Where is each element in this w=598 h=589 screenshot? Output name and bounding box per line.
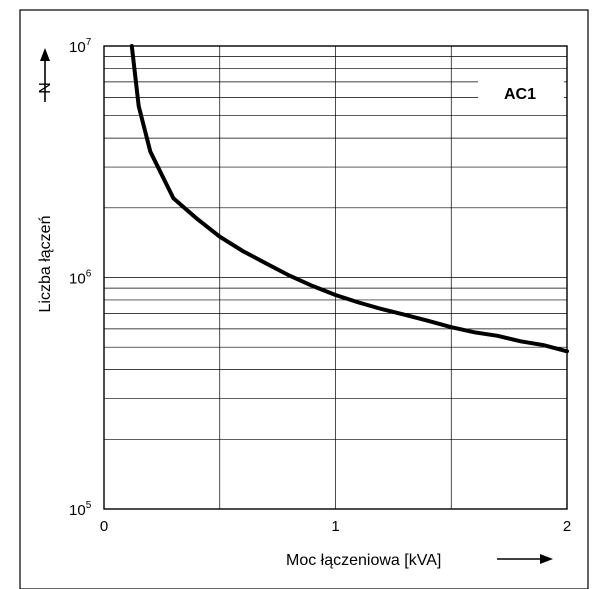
x-axis-arrow	[497, 554, 553, 564]
plot-area	[103, 45, 568, 510]
figure-frame	[19, 9, 589, 589]
grid-layer	[104, 46, 567, 509]
x-tick-label: 2	[563, 518, 571, 535]
y-tick-label: 106	[69, 269, 92, 288]
annotation-label: AC1	[504, 86, 536, 103]
y-tick-label: 107	[69, 37, 92, 56]
x-tick-labels: 0 1 2	[100, 518, 571, 535]
x-tick-label: 1	[331, 518, 339, 535]
annotation-box	[478, 78, 564, 106]
y-tick-label: 105	[69, 500, 92, 519]
y-axis-label: Liczba łączeń	[37, 216, 54, 313]
y-tick-labels: 105 106 107	[69, 37, 92, 519]
x-axis-label: Moc łączeniowa [kVA]	[286, 552, 441, 569]
y-axis-arrow	[40, 48, 50, 102]
x-tick-label: 0	[100, 518, 108, 535]
series-line	[129, 44, 569, 354]
curve-layer	[129, 44, 569, 354]
